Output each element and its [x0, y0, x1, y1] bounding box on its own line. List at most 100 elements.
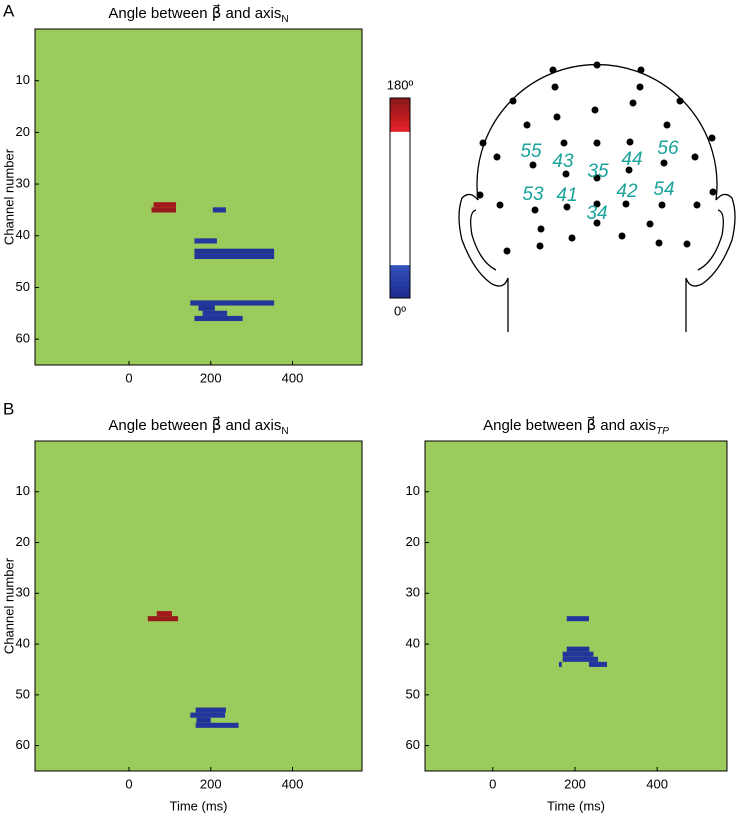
plot-frame [34, 440, 363, 772]
colorbar-segment [390, 98, 410, 105]
y-axis-label: Channel number [1, 557, 16, 654]
panel-label: A [3, 1, 15, 20]
colorbar-segment [390, 292, 410, 299]
y-tick-label: 40 [406, 636, 420, 651]
x-tick-label: 0 [125, 370, 132, 385]
colorbar-segment [390, 120, 410, 127]
y-tick-label: 40 [16, 636, 30, 651]
electrode [509, 97, 517, 105]
y-tick-label: 30 [406, 585, 420, 600]
electrode-label: 56 [657, 138, 679, 159]
colorbar-segment [390, 159, 410, 166]
colorbar-segment [390, 181, 410, 188]
heatmap-cell [566, 616, 589, 622]
ear-right [685, 193, 736, 332]
y-tick-label: 50 [406, 686, 420, 701]
x-tick-label: 400 [646, 776, 668, 791]
electrode [563, 203, 571, 211]
colorbar-segment [390, 259, 410, 266]
electrode [549, 66, 557, 74]
colorbar-segment [390, 281, 410, 288]
electrode [553, 113, 561, 121]
colorbar-segment [390, 175, 410, 182]
colorbar-segment [390, 270, 410, 277]
colorbar-segment [390, 220, 410, 227]
colorbar-tick-label: 180º [387, 77, 414, 92]
x-tick-label: 0 [489, 776, 496, 791]
colorbar-segment [390, 164, 410, 171]
colorbar-segment [390, 142, 410, 149]
y-tick-label: 10 [406, 483, 420, 498]
plot-background [425, 441, 727, 771]
y-tick-label: 30 [16, 176, 30, 191]
heatmap-cell [562, 651, 594, 657]
ear-right-inner [697, 209, 724, 271]
heatmap-cell [151, 207, 177, 213]
colorbar-segment [390, 209, 410, 216]
y-tick-label: 10 [16, 483, 30, 498]
heatmap-cell [194, 238, 217, 244]
colorbar-tick-label: 0º [394, 303, 406, 318]
colorbar-segment [390, 148, 410, 155]
electrode [593, 200, 601, 208]
electrode [708, 134, 716, 142]
colorbar-segment [390, 236, 410, 243]
y-tick-label: 20 [16, 124, 30, 139]
electrode [683, 240, 691, 248]
electrode-label: 35 [587, 161, 609, 182]
electrode [626, 138, 634, 146]
heatmap-cell [196, 717, 211, 723]
heatmap-cell [194, 315, 243, 322]
electrode [629, 99, 637, 107]
heatmap-cell [202, 310, 228, 316]
electrode [593, 219, 601, 227]
colorbar-segment [390, 275, 410, 282]
colorbar-segment [390, 125, 410, 132]
colorbar-frame [389, 97, 411, 299]
electrode [655, 239, 663, 247]
colorbar-segment [390, 109, 410, 116]
electrode [618, 232, 626, 240]
ear-left [458, 193, 509, 332]
chart-title: Angle between β⃗ and axisN [108, 3, 288, 24]
electrode-label: 42 [616, 181, 638, 202]
x-axis-label: Time (ms) [169, 798, 227, 813]
heatmap-cell [194, 253, 275, 260]
heatmap-cell [147, 616, 179, 622]
electrode-label: 41 [556, 185, 577, 206]
title-text: Angle between β⃗ and axis [108, 3, 281, 22]
panel-label: B [3, 399, 14, 418]
electrode [663, 121, 671, 129]
y-tick-label: 60 [406, 737, 420, 752]
colorbar-segment [390, 203, 410, 210]
colorbar-segment [390, 253, 410, 260]
electrode [636, 83, 644, 91]
electrode [593, 61, 601, 69]
electrode-label: 34 [586, 203, 607, 224]
title-subscript: N [281, 14, 288, 25]
electrode [676, 97, 684, 105]
heatmap-cell [195, 722, 239, 728]
electrode [568, 234, 576, 242]
chart-title: Angle between β⃗ and axisTP [483, 415, 669, 436]
y-tick-label: 20 [406, 534, 420, 549]
electrode-label: 55 [520, 141, 542, 162]
electrode [646, 220, 654, 228]
y-tick-label: 40 [16, 227, 30, 242]
colorbar-segment [390, 186, 410, 193]
heatmap-cell [194, 248, 275, 254]
x-tick-label: 0 [125, 776, 132, 791]
y-tick-label: 30 [16, 585, 30, 600]
electrode-label: 54 [653, 179, 674, 200]
electrode [479, 139, 487, 147]
y-tick-label: 60 [16, 331, 30, 346]
heatmap-cell [190, 300, 275, 306]
electrode [691, 153, 699, 161]
title-text: Angle between β⃗ and axis [108, 415, 281, 434]
electrode [591, 106, 599, 114]
electrode [476, 191, 484, 199]
electrode [593, 174, 601, 182]
heatmap-cell [212, 207, 226, 213]
x-tick-label: 200 [200, 776, 222, 791]
